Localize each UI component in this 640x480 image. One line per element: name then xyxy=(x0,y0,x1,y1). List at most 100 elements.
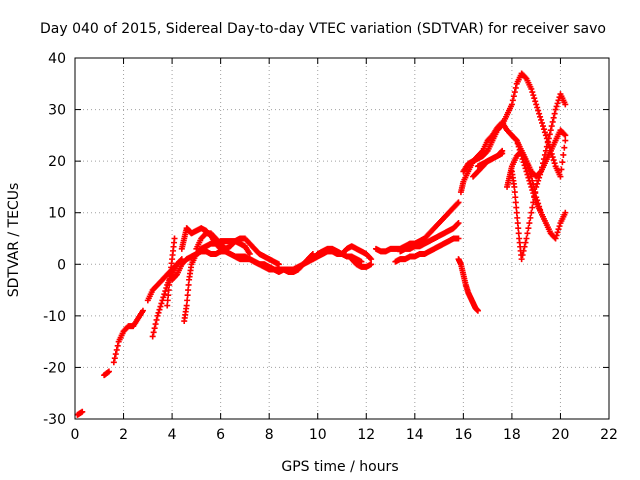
series-track-23 xyxy=(504,147,545,216)
data-point xyxy=(454,221,461,228)
data-point xyxy=(152,321,159,328)
data-point xyxy=(114,342,121,349)
data-point xyxy=(158,300,165,307)
data-point xyxy=(529,89,536,96)
series-track-21 xyxy=(474,147,506,170)
data-point xyxy=(512,136,519,143)
data-point xyxy=(535,200,542,207)
data-point xyxy=(526,220,533,227)
data-point xyxy=(172,272,179,279)
data-point xyxy=(557,173,564,180)
data-point xyxy=(113,346,120,353)
data-point xyxy=(455,235,462,242)
data-point xyxy=(156,306,163,313)
data-point xyxy=(532,190,539,197)
data-point xyxy=(531,185,538,192)
data-point xyxy=(155,309,162,316)
y-tick-label: 10 xyxy=(48,206,66,222)
data-point xyxy=(538,209,545,216)
data-point xyxy=(515,230,522,237)
data-point xyxy=(514,220,521,227)
data-point xyxy=(184,292,191,299)
data-point xyxy=(527,180,534,187)
data-point xyxy=(522,165,529,172)
data-point xyxy=(105,368,112,375)
data-point xyxy=(454,200,461,207)
series-track-24 xyxy=(508,127,569,180)
y-tick-label: 30 xyxy=(48,103,66,119)
x-tick-label: 0 xyxy=(71,427,80,443)
data-point xyxy=(524,230,531,237)
series-track-19 xyxy=(460,70,569,180)
data-point xyxy=(539,123,546,130)
series-track-17 xyxy=(455,256,481,314)
data-point xyxy=(514,214,521,221)
series-track-09 xyxy=(178,225,297,276)
data-point xyxy=(535,177,542,184)
data-point xyxy=(560,151,567,158)
data-point xyxy=(549,118,556,125)
data-point xyxy=(552,106,559,113)
data-point xyxy=(562,101,569,108)
data-point xyxy=(159,297,166,304)
x-tick-label: 16 xyxy=(454,427,472,443)
data-point xyxy=(529,177,536,184)
data-point xyxy=(513,209,520,216)
data-point xyxy=(513,204,520,211)
data-point xyxy=(548,123,555,130)
data-point xyxy=(530,181,537,188)
data-point xyxy=(498,123,505,130)
x-tick-label: 8 xyxy=(265,427,274,443)
data-point xyxy=(161,291,168,298)
data-point xyxy=(525,225,532,232)
chart-title: Day 040 of 2015, Sidereal Day-to-day VTE… xyxy=(40,21,606,37)
y-tick-label: 0 xyxy=(57,257,66,273)
data-point xyxy=(157,303,164,310)
y-tick-label: 20 xyxy=(48,154,66,170)
data-point xyxy=(520,159,527,166)
x-tick-label: 2 xyxy=(119,427,128,443)
data-point xyxy=(528,209,535,216)
data-point xyxy=(537,206,544,213)
data-point xyxy=(509,97,516,104)
data-point xyxy=(554,100,561,107)
data-point xyxy=(527,214,534,221)
data-point xyxy=(541,129,548,136)
data-point xyxy=(455,199,462,206)
data-point xyxy=(515,225,522,232)
data-point xyxy=(160,294,167,301)
data-point xyxy=(550,157,557,164)
y-tick-label: 40 xyxy=(48,51,66,67)
x-tick-label: 12 xyxy=(357,427,375,443)
y-tick-label: -30 xyxy=(43,412,66,428)
data-point xyxy=(540,126,547,133)
data-point xyxy=(512,194,519,201)
data-point xyxy=(562,132,569,139)
x-tick-label: 14 xyxy=(406,427,424,443)
x-tick-label: 18 xyxy=(503,427,521,443)
data-point xyxy=(558,166,565,173)
data-point xyxy=(550,114,557,121)
data-point xyxy=(554,229,561,236)
data-point xyxy=(546,131,553,138)
data-point xyxy=(531,95,538,102)
x-tick-label: 22 xyxy=(600,427,618,443)
data-point xyxy=(561,144,568,151)
data-point xyxy=(555,226,562,233)
data-point xyxy=(150,329,157,336)
series-track-01 xyxy=(74,408,86,418)
data-point xyxy=(358,258,365,265)
data-point xyxy=(529,204,536,211)
data-point xyxy=(521,243,528,250)
data-point xyxy=(185,281,192,288)
series-track-13 xyxy=(348,256,375,270)
data-point xyxy=(534,197,541,204)
data-point xyxy=(512,84,519,91)
data-point xyxy=(523,235,530,242)
data-point xyxy=(498,148,505,155)
data-point xyxy=(556,223,563,230)
data-point xyxy=(139,307,146,314)
data-point xyxy=(525,174,532,181)
data-point xyxy=(367,255,374,262)
data-point xyxy=(474,307,481,314)
